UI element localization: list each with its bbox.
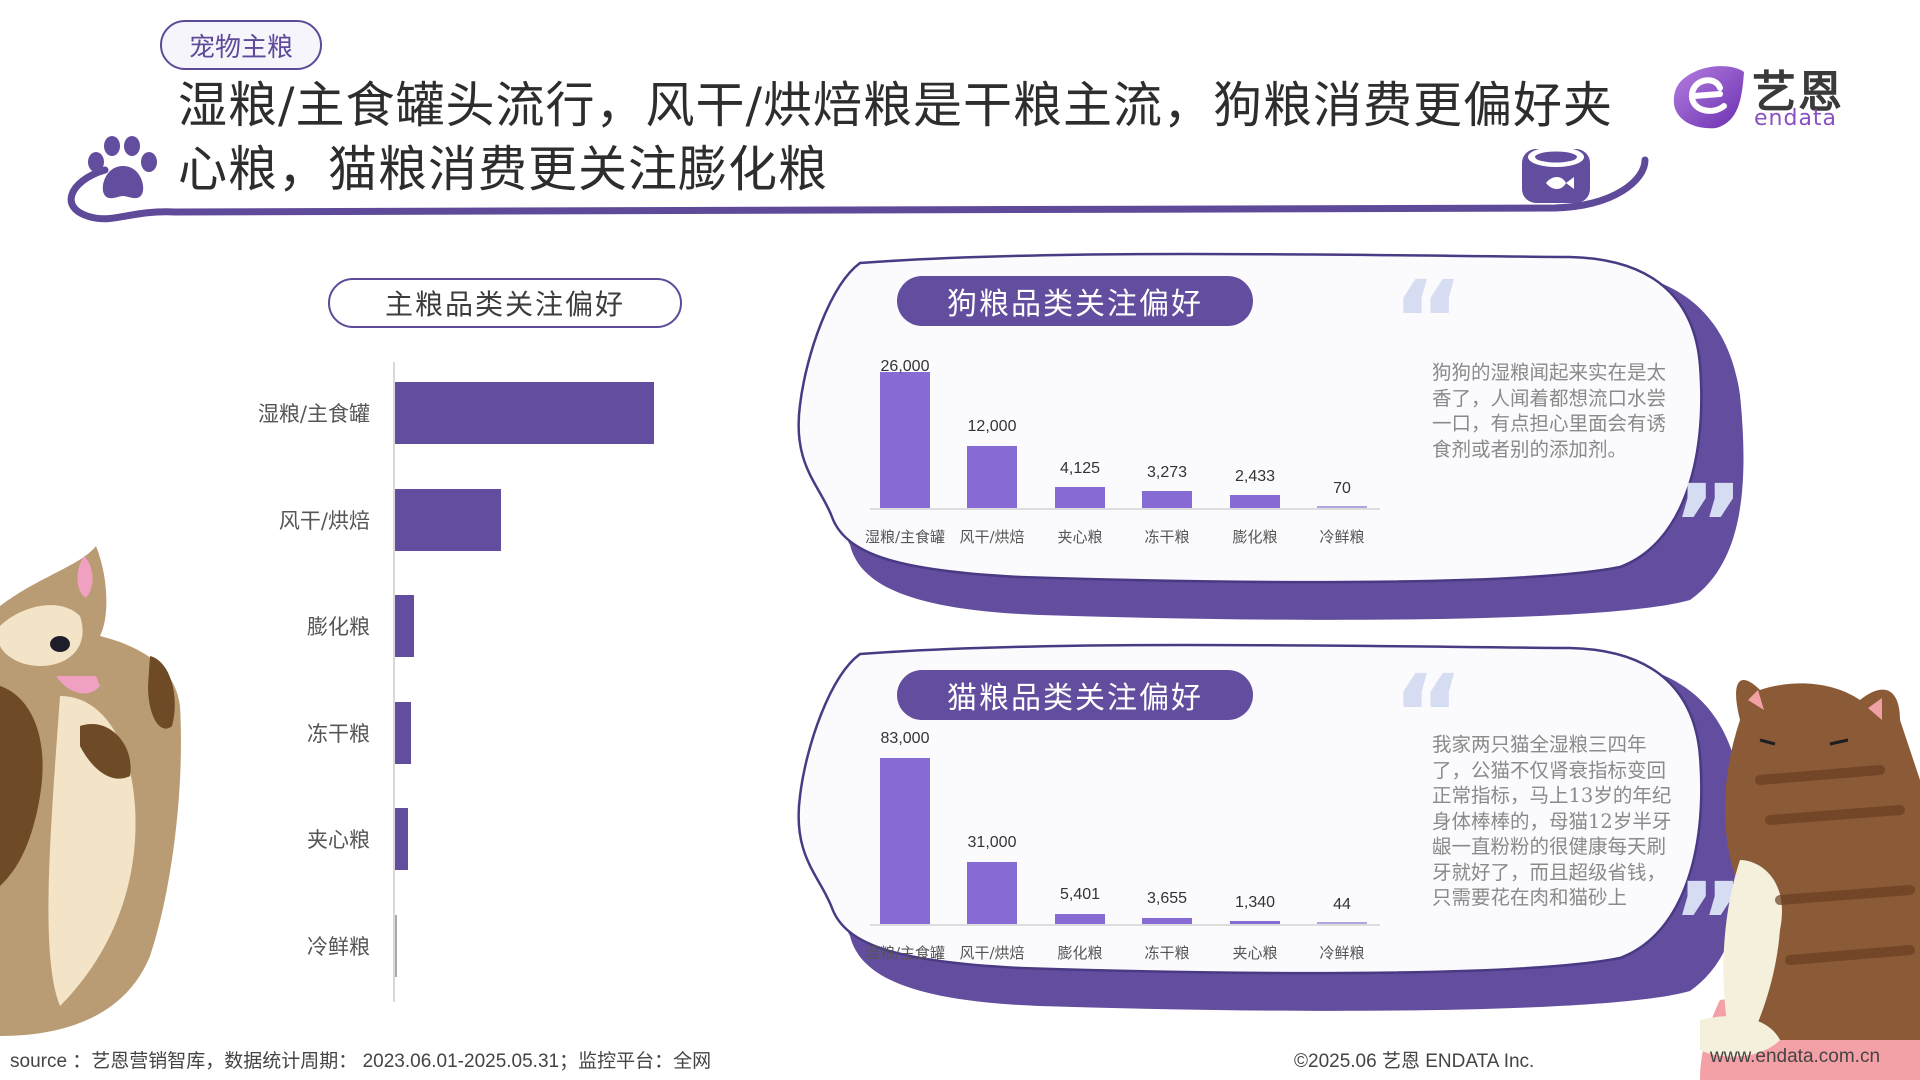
page-title: 湿粮/主食罐头流行，风干/烘焙粮是干粮主流，狗粮消费更偏好夹心粮，猫粮消费更关注… bbox=[178, 77, 1614, 198]
logo-text-cn: 艺恩 bbox=[1752, 67, 1844, 118]
dog-illustration bbox=[0, 546, 181, 1036]
open-quote-icon: “ bbox=[1392, 651, 1465, 779]
category-label: 冷鲜粮 bbox=[1319, 944, 1365, 962]
paw-icon bbox=[88, 136, 157, 199]
cat-illustration bbox=[1700, 680, 1920, 1080]
bar bbox=[1317, 922, 1367, 924]
main-chart-row: 夹心粮 bbox=[200, 808, 700, 870]
category-label: 湿粮/主食罐 bbox=[864, 528, 946, 546]
value-label: 31,000 bbox=[967, 834, 1017, 851]
bar bbox=[1230, 921, 1280, 924]
section-tag: 宠物主粮 bbox=[160, 20, 322, 70]
category-label: 膨化粮 bbox=[1057, 944, 1103, 962]
bar bbox=[395, 489, 501, 551]
category-label: 风干/烘焙 bbox=[278, 509, 370, 533]
value-label: 3,655 bbox=[1146, 890, 1188, 907]
bar bbox=[1230, 495, 1280, 508]
value-label: 12,000 bbox=[967, 418, 1017, 435]
dog-chart-baseline bbox=[870, 508, 1380, 510]
main-chart-row: 膨化粮 bbox=[200, 595, 700, 657]
close-quote-icon: ” bbox=[1672, 461, 1745, 589]
value-label: 83,000 bbox=[880, 730, 930, 747]
value-label: 5,401 bbox=[1059, 886, 1101, 903]
value-label: 1,340 bbox=[1234, 894, 1276, 911]
category-label: 夹心粮 bbox=[1057, 528, 1103, 546]
value-label: 4,125 bbox=[1059, 460, 1101, 477]
bar bbox=[395, 915, 397, 977]
dog-panel-title: 狗粮品类关注偏好 bbox=[897, 276, 1253, 326]
value-label: 70 bbox=[1333, 480, 1351, 497]
bar bbox=[1142, 918, 1192, 924]
footer-url-link[interactable]: www.endata.com.cn bbox=[1710, 1046, 1881, 1067]
category-label: 冻干粮 bbox=[1144, 944, 1190, 962]
cat-panel-title: 猫粮品类关注偏好 bbox=[897, 670, 1253, 720]
bar bbox=[967, 446, 1017, 508]
bar bbox=[395, 382, 654, 444]
category-label: 冷鲜粮 bbox=[307, 935, 370, 959]
category-label: 湿粮/主食罐 bbox=[864, 944, 946, 962]
bar bbox=[1142, 491, 1192, 508]
value-label: 44 bbox=[1333, 896, 1351, 913]
bar bbox=[395, 702, 411, 764]
dog-chart: 26,000 12,000 4,125 3,273 2,433 70 湿粮/主食… bbox=[865, 308, 1390, 546]
category-label: 夹心粮 bbox=[1232, 944, 1278, 962]
main-chart-row: 湿粮/主食罐 bbox=[200, 382, 700, 444]
logo-text-en: endata bbox=[1754, 106, 1838, 131]
category-label: 膨化粮 bbox=[1232, 528, 1278, 546]
main-chart-axis bbox=[393, 362, 395, 1002]
category-label: 冷鲜粮 bbox=[1319, 528, 1365, 546]
main-chart-row: 冻干粮 bbox=[200, 702, 700, 764]
footer-source: source ：艺恩营销智库，数据统计周期： 2023.06.01-2025.0… bbox=[10, 1051, 712, 1072]
bar bbox=[967, 862, 1017, 924]
cat-panel-blob bbox=[797, 643, 1744, 1011]
bar bbox=[395, 808, 408, 870]
bar bbox=[880, 372, 930, 508]
dog-quote-text: 狗狗的湿粮闻起来实在是太香了，人闻着都想流口水尝一口，有点担心里面会有诱食剂或者… bbox=[1432, 361, 1667, 461]
category-label: 冻干粮 bbox=[1144, 528, 1190, 546]
main-chart-title: 主粮品类关注偏好 bbox=[328, 278, 682, 328]
bar bbox=[880, 758, 930, 924]
endata-logo: 艺恩 endata bbox=[1672, 60, 1862, 132]
endata-logo-icon bbox=[1673, 66, 1744, 129]
main-chart-row: 风干/烘焙 bbox=[200, 489, 700, 551]
category-label: 湿粮/主食罐 bbox=[257, 402, 370, 426]
bar bbox=[395, 595, 414, 657]
footer-copyright: ©2025.06 艺恩 ENDATA Inc. bbox=[1294, 1051, 1535, 1072]
bar bbox=[1055, 487, 1105, 508]
main-chart-row: 冷鲜粮 bbox=[200, 915, 700, 977]
open-quote-icon: “ bbox=[1392, 257, 1465, 385]
category-label: 风干/烘焙 bbox=[959, 528, 1025, 546]
dog-panel-blob bbox=[797, 252, 1744, 620]
cat-quote-text: 我家两只猫全湿粮三四年了，公猫不仅肾衰指标变回正常指标，马上13岁的年纪身体棒棒… bbox=[1432, 733, 1672, 909]
cat-chart-baseline bbox=[870, 924, 1380, 926]
cat-chart: 83,000 31,000 5,401 3,655 1,340 44 湿粮/主食… bbox=[865, 724, 1390, 962]
header-underline-decoration bbox=[67, 156, 1649, 223]
value-label: 2,433 bbox=[1234, 468, 1276, 485]
value-label: 3,273 bbox=[1146, 464, 1188, 481]
category-label: 夹心粮 bbox=[307, 828, 370, 852]
category-label: 风干/烘焙 bbox=[959, 944, 1025, 962]
cat-food-can-icon bbox=[1522, 147, 1590, 203]
value-label: 26,000 bbox=[880, 358, 930, 375]
category-label: 冻干粮 bbox=[307, 722, 370, 746]
bar bbox=[1055, 914, 1105, 924]
category-label: 膨化粮 bbox=[307, 615, 370, 639]
bar bbox=[1317, 506, 1367, 508]
